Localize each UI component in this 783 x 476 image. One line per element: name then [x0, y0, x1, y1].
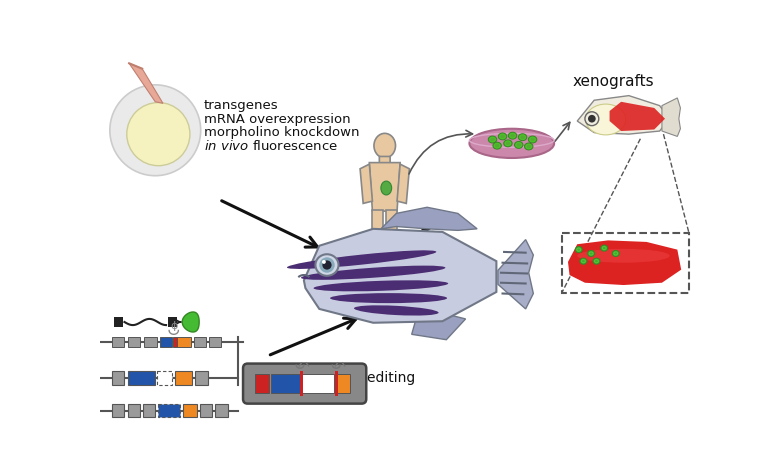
- Ellipse shape: [612, 250, 619, 257]
- Text: transgenes: transgenes: [204, 99, 279, 112]
- Polygon shape: [182, 312, 199, 332]
- Bar: [128, 371, 154, 385]
- Ellipse shape: [593, 258, 600, 264]
- Bar: [336, 374, 350, 393]
- Ellipse shape: [588, 115, 596, 123]
- Text: $\it{in\ vivo}$ fluorescence: $\it{in\ vivo}$ fluorescence: [204, 139, 337, 153]
- Ellipse shape: [585, 112, 599, 126]
- Polygon shape: [381, 207, 477, 230]
- Text: ϕ: ϕ: [170, 321, 178, 331]
- Ellipse shape: [525, 143, 533, 150]
- Bar: [128, 404, 140, 417]
- Bar: [175, 371, 193, 385]
- Bar: [143, 404, 155, 417]
- Polygon shape: [568, 240, 681, 285]
- Ellipse shape: [323, 260, 332, 269]
- Ellipse shape: [577, 249, 669, 263]
- Bar: [157, 371, 172, 385]
- Text: morpholino knockdown: morpholino knockdown: [204, 126, 359, 139]
- Polygon shape: [397, 164, 410, 203]
- Ellipse shape: [287, 250, 436, 269]
- Ellipse shape: [316, 254, 338, 276]
- Ellipse shape: [127, 102, 190, 166]
- Polygon shape: [386, 259, 399, 265]
- Polygon shape: [371, 259, 384, 265]
- Bar: [112, 404, 124, 417]
- Text: xenografts: xenografts: [572, 74, 655, 89]
- Bar: [215, 404, 228, 417]
- Polygon shape: [386, 209, 397, 259]
- Bar: [158, 404, 180, 417]
- Ellipse shape: [322, 260, 326, 264]
- Ellipse shape: [330, 293, 447, 303]
- Bar: [160, 337, 172, 347]
- Ellipse shape: [493, 142, 501, 149]
- Polygon shape: [360, 164, 373, 203]
- Ellipse shape: [313, 280, 448, 291]
- Ellipse shape: [529, 136, 537, 143]
- Ellipse shape: [601, 245, 608, 251]
- Bar: [145, 337, 157, 347]
- FancyBboxPatch shape: [243, 364, 366, 404]
- Bar: [193, 337, 206, 347]
- Polygon shape: [370, 163, 400, 211]
- Bar: [183, 404, 197, 417]
- Bar: [209, 337, 222, 347]
- Polygon shape: [373, 209, 383, 259]
- Bar: [114, 317, 123, 327]
- Ellipse shape: [374, 133, 395, 158]
- Ellipse shape: [580, 258, 586, 264]
- Text: genome editing: genome editing: [306, 371, 416, 385]
- Ellipse shape: [498, 133, 507, 140]
- Bar: [255, 374, 269, 393]
- Polygon shape: [129, 63, 163, 103]
- Ellipse shape: [301, 266, 446, 280]
- Ellipse shape: [319, 258, 334, 273]
- Bar: [173, 337, 177, 347]
- Bar: [562, 233, 689, 293]
- Ellipse shape: [508, 132, 517, 139]
- Polygon shape: [412, 307, 466, 340]
- Text: mRNA overexpression: mRNA overexpression: [204, 112, 351, 126]
- Polygon shape: [577, 96, 669, 134]
- Bar: [177, 337, 191, 347]
- Ellipse shape: [518, 134, 527, 141]
- Bar: [128, 337, 140, 347]
- Ellipse shape: [110, 85, 200, 176]
- Ellipse shape: [354, 305, 438, 316]
- Ellipse shape: [470, 129, 554, 158]
- Bar: [300, 371, 303, 396]
- Bar: [271, 374, 300, 393]
- Ellipse shape: [514, 141, 523, 149]
- Ellipse shape: [587, 250, 594, 257]
- Ellipse shape: [381, 181, 392, 195]
- FancyBboxPatch shape: [379, 157, 390, 164]
- Ellipse shape: [489, 136, 496, 143]
- Polygon shape: [662, 98, 680, 137]
- Ellipse shape: [576, 247, 583, 253]
- Bar: [301, 374, 334, 393]
- Polygon shape: [304, 229, 496, 323]
- Bar: [195, 371, 207, 385]
- Polygon shape: [498, 239, 533, 309]
- Bar: [112, 337, 124, 347]
- Bar: [334, 371, 337, 396]
- Ellipse shape: [503, 140, 512, 147]
- Bar: [168, 317, 177, 327]
- Bar: [200, 404, 212, 417]
- Bar: [112, 371, 124, 385]
- Ellipse shape: [586, 104, 626, 135]
- Polygon shape: [610, 102, 665, 131]
